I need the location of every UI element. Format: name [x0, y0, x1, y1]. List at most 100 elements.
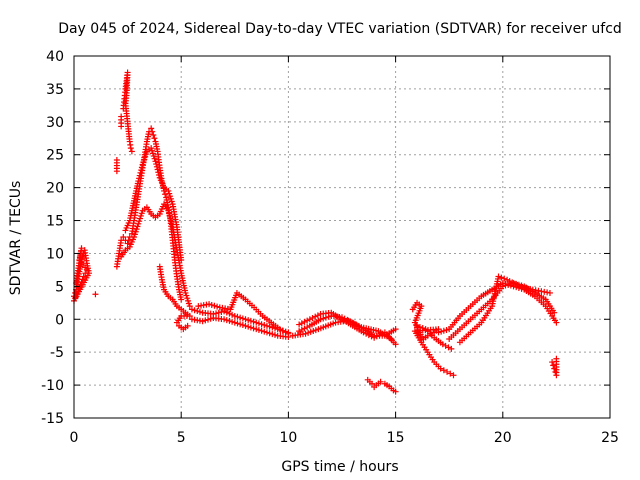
data-point — [182, 289, 189, 296]
data-point — [309, 314, 316, 321]
data-point — [77, 282, 84, 289]
data-point — [266, 330, 273, 337]
data-point — [149, 147, 156, 154]
x-tick-label: 0 — [70, 430, 79, 446]
data-point — [437, 365, 444, 372]
y-tick-label: 20 — [46, 181, 64, 197]
data-point — [269, 324, 276, 331]
data-point — [298, 320, 305, 327]
data-point — [185, 297, 192, 304]
data-point — [120, 234, 127, 240]
data-point — [440, 367, 447, 374]
data-point — [499, 283, 506, 290]
y-tick-label: 40 — [46, 49, 64, 65]
data-point — [127, 145, 134, 152]
data-point — [184, 322, 191, 329]
data-point — [253, 326, 260, 333]
data-point — [149, 128, 156, 135]
data-point — [194, 308, 201, 315]
y-tick-label: -5 — [50, 345, 64, 361]
data-point — [438, 328, 445, 335]
data-point — [151, 155, 158, 162]
data-point — [368, 333, 375, 340]
data-point — [317, 316, 324, 323]
data-point — [245, 323, 252, 330]
data-point — [141, 156, 148, 163]
data-point — [167, 193, 174, 200]
data-point — [118, 113, 125, 120]
data-point — [296, 328, 303, 335]
data-point — [255, 320, 262, 327]
data-point — [231, 319, 238, 326]
data-point — [444, 368, 451, 375]
y-tick-label: -15 — [41, 411, 64, 427]
chart-title: Day 045 of 2024, Sidereal Day-to-day VTE… — [58, 21, 622, 37]
data-point — [392, 388, 399, 395]
data-point — [149, 150, 156, 157]
data-point — [247, 317, 254, 324]
data-point — [221, 308, 228, 315]
data-point — [306, 316, 313, 323]
x-tick-label: 25 — [601, 430, 619, 446]
data-point — [138, 167, 145, 174]
data-point — [135, 220, 142, 227]
data-point — [285, 330, 292, 337]
data-point — [148, 125, 155, 132]
data-point — [229, 311, 236, 318]
data-point — [140, 158, 147, 165]
data-point — [137, 212, 144, 219]
data-point — [215, 309, 222, 316]
data-point — [207, 315, 214, 322]
data-point — [550, 362, 557, 369]
data-point — [74, 291, 81, 298]
data-point — [178, 257, 185, 264]
data-point — [165, 207, 172, 214]
y-axis-label: SDTVAR / TECUs — [8, 181, 24, 296]
plot-frame — [73, 55, 611, 419]
data-point — [450, 372, 457, 379]
data-point — [131, 234, 138, 240]
data-point — [552, 368, 559, 375]
data-point — [188, 306, 195, 313]
data-point — [128, 148, 135, 155]
y-tick-labels: -15 -10 -5 0 5 10 15 20 25 30 35 40 — [41, 49, 64, 427]
data-point — [314, 312, 321, 319]
data-point — [502, 282, 509, 289]
data-point — [304, 324, 311, 331]
data-point — [498, 274, 505, 281]
data-point — [78, 279, 85, 286]
x-axis-label: GPS time / hours — [281, 459, 398, 475]
data-point — [153, 163, 160, 170]
tick-marks — [73, 55, 611, 419]
data-point — [134, 223, 141, 230]
data-point — [136, 172, 143, 179]
data-point — [419, 325, 426, 332]
data-point — [435, 329, 442, 336]
data-point — [167, 215, 174, 222]
data-point — [186, 303, 193, 310]
data-point — [113, 168, 120, 175]
data-point — [247, 324, 254, 331]
data-point — [148, 145, 155, 152]
data-point — [266, 323, 273, 330]
y-tick-label: 35 — [46, 82, 64, 98]
y-tick-label: 30 — [46, 115, 64, 131]
data-point — [258, 327, 265, 334]
data-point — [388, 336, 395, 343]
data-point — [132, 228, 139, 235]
data-point — [377, 378, 384, 385]
data-point — [237, 321, 244, 328]
y-tick-label: 25 — [46, 148, 64, 164]
data-point — [546, 289, 553, 296]
x-tick-label: 10 — [279, 430, 297, 446]
data-point — [136, 218, 143, 225]
data-point — [75, 288, 82, 295]
data-point — [263, 329, 270, 336]
data-point — [501, 275, 508, 282]
data-point — [250, 318, 257, 325]
data-point — [152, 158, 159, 165]
data-point — [221, 316, 228, 323]
